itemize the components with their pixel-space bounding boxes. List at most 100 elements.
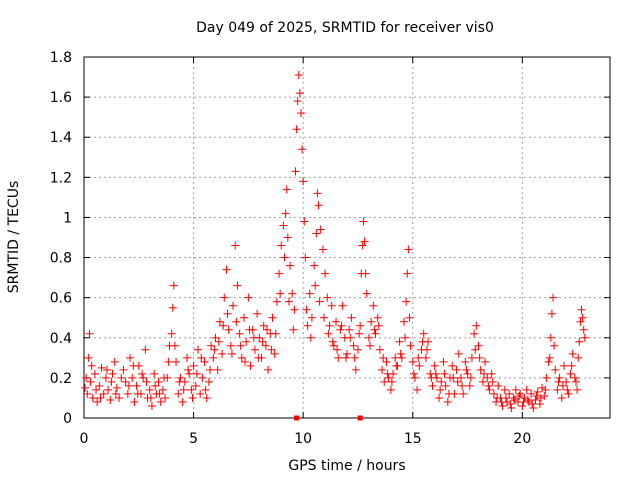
x-tick-label: 15 — [404, 431, 422, 447]
data-point — [133, 389, 142, 398]
data-point — [523, 395, 532, 404]
data-point — [286, 261, 295, 270]
data-point — [219, 321, 228, 330]
data-point — [467, 353, 476, 362]
data-point — [198, 373, 207, 382]
data-point — [191, 381, 200, 390]
data-point — [462, 365, 471, 374]
data-point — [567, 361, 576, 370]
data-point — [349, 341, 358, 350]
x-tick-label: 20 — [513, 431, 531, 447]
data-point — [384, 373, 393, 382]
data-point — [362, 289, 371, 298]
data-point — [241, 357, 250, 366]
data-point — [535, 399, 544, 408]
data-point — [307, 313, 316, 322]
data-point — [145, 385, 154, 394]
data-point — [93, 397, 102, 406]
data-point — [327, 301, 336, 310]
data-point — [223, 309, 232, 318]
data-point — [279, 221, 288, 230]
data-point — [154, 377, 163, 386]
data-point — [261, 341, 270, 350]
data-point — [306, 333, 315, 342]
data-point — [325, 321, 334, 330]
data-point — [506, 399, 515, 408]
data-point — [183, 353, 192, 362]
data-point — [563, 385, 572, 394]
data-point — [458, 381, 467, 390]
data-point — [551, 365, 560, 374]
data-point — [185, 369, 194, 378]
data-point — [227, 349, 236, 358]
data-point — [202, 393, 211, 402]
y-tick-label: 1.8 — [50, 50, 72, 66]
data-point — [356, 321, 365, 330]
data-point — [291, 167, 300, 176]
data-point — [249, 333, 258, 342]
data-point — [409, 369, 418, 378]
data-point — [392, 361, 401, 370]
data-point — [288, 289, 297, 298]
data-point — [215, 317, 224, 326]
data-point — [187, 385, 196, 394]
data-point — [382, 357, 391, 366]
data-point — [507, 403, 516, 412]
data-point — [488, 377, 497, 386]
data-point — [97, 363, 106, 372]
data-point — [353, 345, 362, 354]
data-point — [415, 361, 424, 370]
data-point — [459, 389, 468, 398]
data-point — [358, 241, 367, 250]
data-point — [95, 381, 104, 390]
data-point — [293, 97, 302, 106]
data-point — [444, 389, 453, 398]
data-point — [443, 397, 452, 406]
data-point — [522, 385, 531, 394]
data-point — [461, 357, 470, 366]
data-point — [338, 301, 347, 310]
data-point — [367, 317, 376, 326]
data-point — [408, 357, 417, 366]
data-point-square — [294, 415, 300, 421]
data-point — [141, 345, 150, 354]
data-point — [440, 369, 449, 378]
data-point — [86, 377, 95, 386]
data-point — [263, 325, 272, 334]
grid-lines — [84, 57, 610, 418]
data-point — [579, 325, 588, 334]
data-point — [572, 377, 581, 386]
data-point — [110, 357, 119, 366]
data-point — [197, 353, 206, 362]
data-point — [108, 369, 117, 378]
data-point — [129, 361, 138, 370]
data-point — [529, 403, 538, 412]
data-point — [515, 391, 524, 400]
data-point — [364, 333, 373, 342]
data-point — [386, 385, 395, 394]
data-point — [123, 389, 132, 398]
data-point — [437, 377, 446, 386]
data-point — [312, 229, 321, 238]
data-point — [541, 385, 550, 394]
data-point — [435, 393, 444, 402]
data-point — [237, 353, 246, 362]
data-point — [271, 329, 280, 338]
data-point — [553, 385, 562, 394]
data-point — [222, 265, 231, 274]
data-point — [92, 385, 101, 394]
data-point — [103, 365, 112, 374]
data-point — [545, 353, 554, 362]
data-point — [213, 365, 222, 374]
y-axis-label: SRMTID / TECUs — [6, 181, 22, 294]
data-point — [454, 349, 463, 358]
data-point — [316, 225, 325, 234]
data-point — [544, 357, 553, 366]
data-point — [319, 313, 328, 322]
data-point — [360, 237, 369, 246]
data-point — [250, 345, 259, 354]
data-point — [378, 365, 387, 374]
data-point — [233, 281, 242, 290]
data-point — [428, 381, 437, 390]
